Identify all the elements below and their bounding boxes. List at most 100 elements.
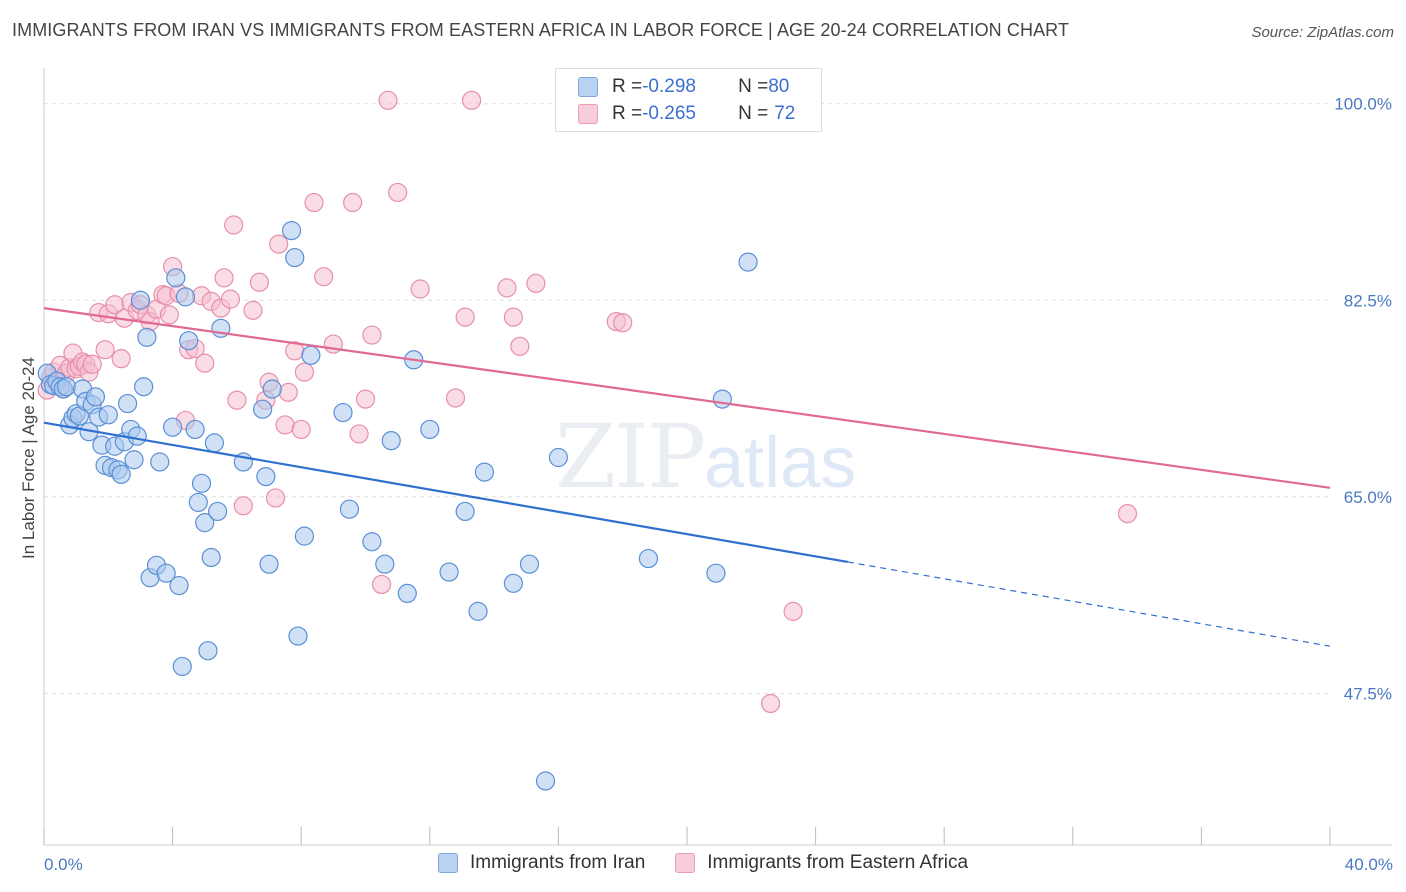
iran-point bbox=[188, 492, 208, 513]
eafrica-point bbox=[378, 90, 398, 110]
legend-swatch-eafrica bbox=[578, 104, 598, 124]
watermark-atlas: atlas bbox=[704, 423, 857, 503]
legend-row-eafrica: R = -0.265 N = 72 bbox=[578, 102, 795, 126]
iran-point bbox=[127, 426, 147, 446]
iran-point bbox=[638, 548, 659, 569]
eafrica-point bbox=[224, 215, 244, 235]
eafrica-point bbox=[243, 300, 263, 320]
eafrica-point bbox=[343, 192, 363, 213]
iran-point bbox=[362, 532, 382, 552]
x-tick-label-max: 40.0% bbox=[1345, 855, 1393, 874]
iran-point bbox=[117, 393, 138, 414]
legend-r-value-iran: -0.298 bbox=[642, 76, 696, 97]
eafrica-point bbox=[349, 424, 369, 444]
iran-point bbox=[288, 626, 308, 646]
series-eastern-africa-points bbox=[37, 90, 1138, 714]
eafrica-point bbox=[362, 325, 382, 345]
eafrica-point bbox=[314, 267, 334, 287]
eafrica-point bbox=[355, 389, 376, 409]
eafrica-point bbox=[497, 278, 517, 298]
eafrica-point bbox=[291, 419, 311, 440]
series-legend: Immigrants from Iran Immigrants from Eas… bbox=[438, 852, 998, 874]
iran-point bbox=[256, 466, 276, 487]
iran-point bbox=[195, 513, 215, 533]
chart-title: IMMIGRANTS FROM IRAN VS IMMIGRANTS FROM … bbox=[12, 20, 1070, 40]
source-label: Source: ZipAtlas.com bbox=[1251, 24, 1394, 41]
iran-point bbox=[281, 221, 302, 241]
watermark: ZIPatlas bbox=[555, 405, 856, 508]
series-swatch-iran bbox=[438, 853, 458, 873]
eafrica-point bbox=[783, 601, 803, 621]
y-tick-label: 65.0% bbox=[1344, 488, 1392, 507]
iran-point bbox=[85, 387, 106, 407]
tick-labels: 47.5% 65.0% 82.5% 100.0% 0.0% 40.0% In Labor F… bbox=[19, 95, 1393, 874]
axes bbox=[43, 68, 1392, 846]
eafrica-point bbox=[82, 354, 102, 374]
iran-point bbox=[169, 575, 189, 596]
x-tick-label-min: 0.0% bbox=[44, 855, 83, 874]
series-legend-item-eafrica[interactable]: Immigrants from Eastern Africa bbox=[675, 852, 968, 874]
iran-point bbox=[111, 464, 131, 484]
eafrica-point bbox=[214, 268, 234, 288]
y-tick-label: 100.0% bbox=[1334, 95, 1392, 114]
iran-point bbox=[191, 473, 212, 493]
legend-n-label-iran: N = bbox=[738, 76, 769, 97]
iran-point bbox=[156, 563, 176, 583]
legend-swatch-iran bbox=[578, 77, 598, 97]
series-iran-points bbox=[37, 221, 758, 791]
iran-point bbox=[201, 547, 221, 568]
iran-trend-extension bbox=[847, 561, 1331, 647]
iran-point bbox=[519, 554, 540, 574]
iran-point bbox=[124, 450, 144, 470]
eafrica-point bbox=[233, 496, 253, 516]
y-tick-label: 47.5% bbox=[1344, 684, 1392, 703]
iran-point bbox=[172, 656, 192, 677]
legend-r-label-eafrica: R = bbox=[612, 103, 643, 124]
iran-point bbox=[163, 417, 183, 437]
legend-n-label-eafrica: N = bbox=[738, 103, 769, 124]
iran-point bbox=[56, 377, 77, 397]
iran-point bbox=[439, 562, 459, 582]
iran-point bbox=[130, 290, 151, 310]
eafrica-point bbox=[249, 272, 270, 292]
legend-r-value-eafrica: -0.265 bbox=[642, 103, 696, 124]
eafrica-point bbox=[503, 307, 523, 327]
iran-point bbox=[503, 573, 523, 593]
iran-point bbox=[204, 433, 224, 453]
eafrica-point bbox=[388, 182, 408, 203]
iran-point bbox=[474, 462, 495, 482]
iran-point bbox=[381, 431, 401, 451]
watermark-zip: ZIP bbox=[555, 405, 706, 508]
eafrica-point bbox=[613, 313, 633, 333]
eafrica-point bbox=[159, 305, 179, 325]
legend-n-value-iran: 80 bbox=[768, 76, 790, 97]
iran-point bbox=[137, 327, 157, 347]
eafrica-trend-line bbox=[43, 307, 1331, 489]
eafrica-point bbox=[371, 574, 392, 595]
eafrica-point bbox=[760, 693, 781, 714]
eafrica-point bbox=[95, 340, 115, 360]
iran-point bbox=[294, 526, 315, 546]
eafrica-point bbox=[410, 279, 430, 299]
iran-point bbox=[134, 377, 154, 397]
iran-point bbox=[420, 419, 440, 440]
iran-point bbox=[98, 405, 118, 425]
eafrica-point bbox=[461, 90, 482, 110]
legend-n-value-eafrica: 72 bbox=[774, 103, 796, 124]
iran-point bbox=[259, 554, 279, 574]
iran-point bbox=[185, 419, 205, 440]
series-label-eafrica: Immigrants from Eastern Africa bbox=[707, 852, 969, 873]
eafrica-point bbox=[278, 382, 298, 402]
eafrica-point bbox=[526, 273, 546, 294]
iran-point bbox=[548, 447, 569, 468]
iran-point bbox=[397, 583, 417, 604]
iran-point bbox=[208, 501, 228, 522]
legend-r-label-iran: R = bbox=[612, 76, 643, 97]
iran-point bbox=[375, 554, 395, 574]
legend-row-iran: R = -0.298 N = 80 bbox=[578, 75, 789, 99]
y-axis-label: In Labor Force | Age 20-24 bbox=[19, 357, 38, 559]
iran-point bbox=[468, 601, 488, 621]
series-legend-item-iran[interactable]: Immigrants from Iran bbox=[438, 852, 645, 874]
iran-point bbox=[301, 345, 321, 365]
